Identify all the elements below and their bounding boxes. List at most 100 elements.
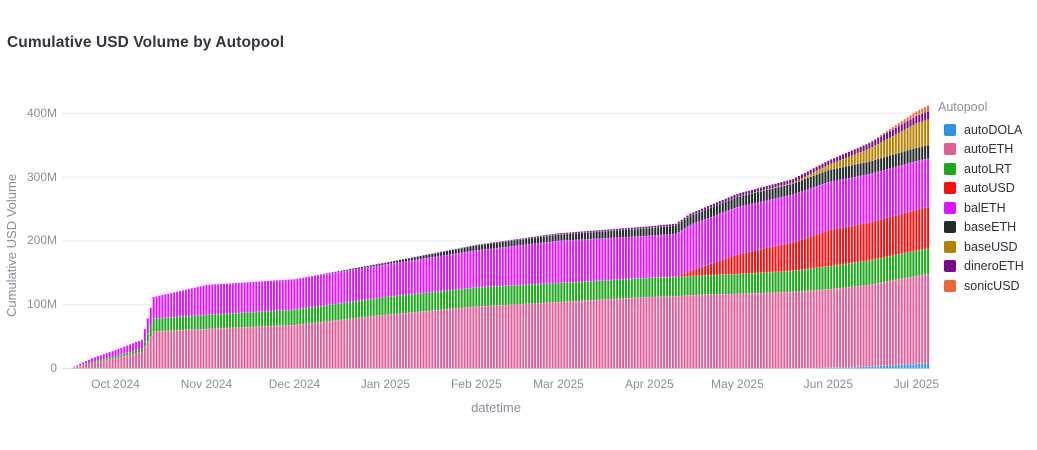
bar-segment-autoETH[interactable] [598,299,601,369]
bar-segment-autoETH[interactable] [246,327,249,369]
bar-segment-balETH[interactable] [844,178,848,227]
bar-segment-balETH[interactable] [123,346,126,354]
bar-segment-baseETH[interactable] [519,239,522,246]
bar-segment-baseETH[interactable] [838,167,842,181]
bar-segment-balETH[interactable] [733,208,736,256]
bar-segment-autoETH[interactable] [266,326,270,369]
bar-segment-balETH[interactable] [480,249,484,288]
bar[interactable] [850,150,854,369]
bar[interactable] [331,272,334,369]
bar[interactable] [387,261,390,369]
bar-segment-balETH[interactable] [149,307,152,327]
bar[interactable] [99,355,103,369]
bar-segment-autoETH[interactable] [495,305,499,369]
bar-segment-balETH[interactable] [313,275,317,308]
bar-segment-baseETH[interactable] [756,191,760,203]
bar-segment-autoETH[interactable] [601,299,604,369]
bar-segment-autoLRT[interactable] [401,295,405,314]
bar-segment-autoLRT[interactable] [871,259,874,285]
bar[interactable] [516,238,519,369]
bar-segment-balETH[interactable] [164,294,167,319]
bar[interactable] [175,291,179,369]
bar-segment-balETH[interactable] [604,238,607,281]
bar-segment-balETH[interactable] [548,241,551,284]
bar-segment-autoETH[interactable] [134,353,138,369]
bar-segment-balETH[interactable] [243,282,246,313]
bar-segment-autoUSD[interactable] [847,226,851,264]
bar-segment-autoETH[interactable] [765,292,768,369]
bar-segment-dineroETH[interactable] [592,230,595,233]
bar-segment-balETH[interactable] [434,256,437,292]
bar-segment-balETH[interactable] [381,264,384,298]
bar-segment-autoETH[interactable] [803,290,807,369]
bar[interactable] [604,229,607,369]
bar-segment-balETH[interactable] [281,279,284,311]
bar-segment-dineroETH[interactable] [850,150,854,156]
bar-segment-baseUSD[interactable] [803,176,807,180]
bar-segment-balETH[interactable] [507,246,510,286]
bar-segment-autoETH[interactable] [709,294,713,369]
bar-segment-autoLRT[interactable] [533,284,537,304]
bar-segment-autoLRT[interactable] [689,275,692,296]
bar-segment-autoUSD[interactable] [759,249,763,273]
bar[interactable] [422,254,425,369]
bar-segment-balETH[interactable] [610,237,613,281]
bar-segment-autoLRT[interactable] [363,299,367,318]
bar-segment-dineroETH[interactable] [744,191,748,195]
bar[interactable] [401,258,405,369]
bar[interactable] [187,288,191,369]
bar-segment-dineroETH[interactable] [469,245,472,247]
bar-segment-balETH[interactable] [369,266,372,300]
bar-segment-balETH[interactable] [266,280,270,312]
bar-segment-autoETH[interactable] [404,312,408,369]
bar-segment-autoLRT[interactable] [665,277,669,297]
bar-segment-autoETH[interactable] [463,307,466,369]
bar-segment-autoETH[interactable] [516,304,519,369]
bar-segment-autoLRT[interactable] [90,361,94,364]
bar-segment-autoETH[interactable] [501,305,504,369]
bar[interactable] [639,226,642,369]
bar-segment-sonicUSD[interactable] [885,130,889,133]
bar-segment-baseUSD[interactable] [780,185,783,187]
bar-segment-autoLRT[interactable] [322,305,326,322]
bar-segment-balETH[interactable] [398,262,402,296]
bar-segment-autoETH[interactable] [903,278,906,365]
bar-segment-autoETH[interactable] [392,313,396,369]
bar-segment-autoLRT[interactable] [739,273,742,294]
bar-segment-autoETH[interactable] [780,292,783,369]
bar-segment-balETH[interactable] [325,273,328,306]
bar-segment-autoETH[interactable] [833,288,836,368]
bar-segment-balETH[interactable] [343,270,346,303]
bar-segment-baseETH[interactable] [504,241,507,248]
bar-segment-autoLRT[interactable] [803,269,807,292]
bar-segment-autoETH[interactable] [783,292,786,369]
bar-segment-autoETH[interactable] [912,276,915,365]
bar-segment-autoDOLA[interactable] [926,363,930,369]
bar-segment-autoLRT[interactable] [105,358,108,361]
bar[interactable] [404,258,408,369]
bar-segment-dineroETH[interactable] [891,129,895,137]
bar[interactable] [366,265,370,369]
bar-segment-balETH[interactable] [783,196,786,245]
bar-segment-baseETH[interactable] [835,168,839,181]
bar-segment-dineroETH[interactable] [824,161,827,167]
bar-segment-dineroETH[interactable] [874,139,877,146]
bar-segment-autoUSD[interactable] [683,273,686,277]
bar-segment-autoETH[interactable] [923,274,927,364]
bar[interactable] [208,284,211,369]
bar-segment-autoETH[interactable] [789,291,792,369]
bar-segment-dineroETH[interactable] [457,248,460,249]
bar-segment-autoLRT[interactable] [906,252,909,278]
bar-segment-autoLRT[interactable] [527,284,531,304]
bar-segment-baseETH[interactable] [918,146,921,161]
bar-segment-balETH[interactable] [715,214,719,262]
bar[interactable] [818,164,821,369]
bar-segment-autoLRT[interactable] [184,316,188,331]
bar-segment-balETH[interactable] [146,318,149,334]
bar-segment-balETH[interactable] [563,240,566,283]
bar-segment-balETH[interactable] [703,219,707,266]
bar-segment-autoUSD[interactable] [850,225,854,264]
bar-segment-balETH[interactable] [824,183,827,232]
bar-segment-baseETH[interactable] [343,269,346,272]
bar-segment-autoLRT[interactable] [325,305,328,322]
